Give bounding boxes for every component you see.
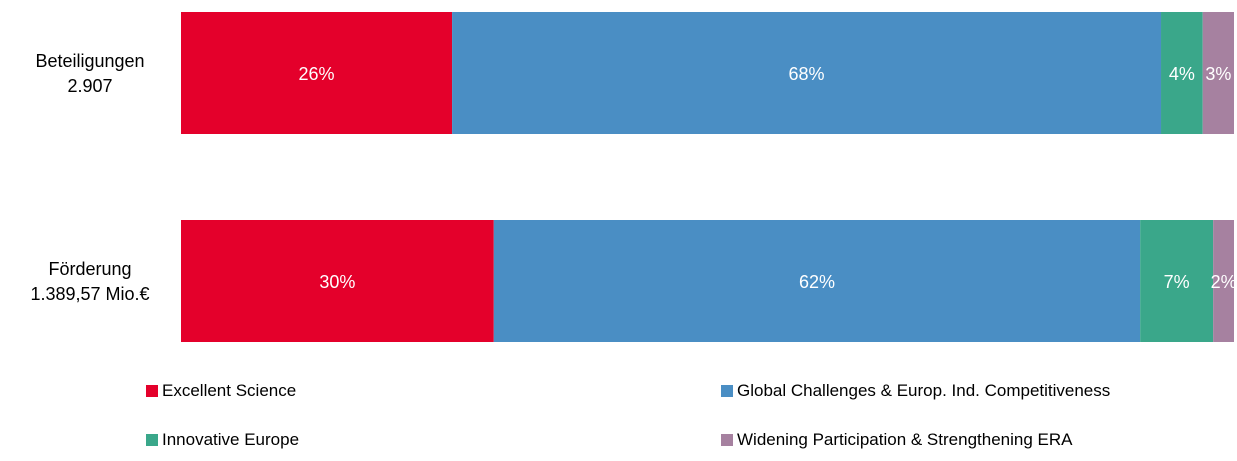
legend-label: Widening Participation & Strengthening E…	[737, 430, 1073, 449]
bar-segment	[1161, 12, 1203, 134]
legend-label: Global Challenges & Europ. Ind. Competit…	[737, 381, 1111, 400]
data-label: 68%	[789, 64, 825, 84]
bar-segment	[1202, 12, 1234, 134]
data-label: 26%	[299, 64, 335, 84]
category-label: Förderung	[48, 259, 131, 279]
data-label: 3%	[1205, 64, 1231, 84]
data-label: 30%	[319, 272, 355, 292]
bar-segment	[1213, 220, 1234, 342]
category-label: Beteiligungen	[35, 51, 144, 71]
legend-label: Innovative Europe	[162, 430, 300, 449]
bar-segment	[181, 220, 494, 342]
data-label: 4%	[1169, 64, 1195, 84]
bar-segment	[452, 12, 1162, 134]
data-label: 7%	[1164, 272, 1190, 292]
category-sublabel: 2.907	[67, 76, 112, 96]
legend-swatch	[146, 434, 158, 446]
bar-segment	[493, 220, 1141, 342]
data-label: 62%	[799, 272, 835, 292]
legend-swatch	[721, 385, 733, 397]
legend-item: Widening Participation & Strengthening E…	[721, 430, 1072, 450]
legend-item: Innovative Europe	[146, 430, 299, 450]
legend-item: Global Challenges & Europ. Ind. Competit…	[721, 381, 1110, 401]
legend-label: Excellent Science	[162, 381, 297, 400]
legend-swatch	[146, 385, 158, 397]
bar-segment	[181, 12, 453, 134]
category-sublabel: 1.389,57 Mio.€	[30, 284, 149, 304]
bar-segment	[1140, 220, 1214, 342]
data-label: 2%	[1211, 272, 1237, 292]
legend-swatch	[721, 434, 733, 446]
legend-item: Excellent Science	[146, 381, 296, 401]
